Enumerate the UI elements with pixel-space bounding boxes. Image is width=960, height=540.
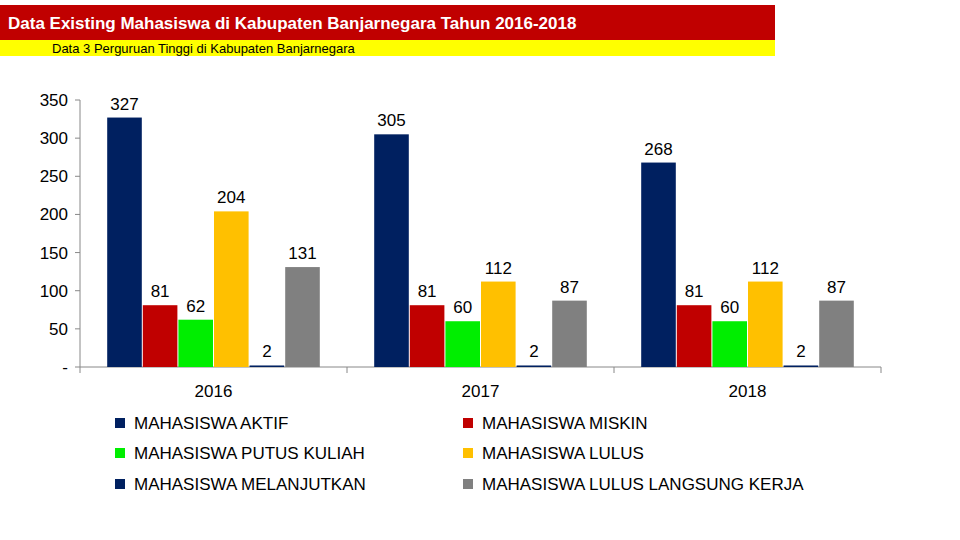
data-label: 2 bbox=[529, 342, 538, 361]
bar bbox=[552, 301, 587, 367]
bar bbox=[143, 305, 178, 367]
y-tick bbox=[75, 367, 80, 368]
legend-swatch bbox=[463, 418, 473, 428]
y-axis bbox=[80, 100, 81, 367]
data-label: 81 bbox=[151, 282, 170, 301]
x-tick bbox=[80, 367, 81, 373]
subtitle: Data 3 Perguruan Tinggi di Kabupaten Ban… bbox=[52, 41, 356, 56]
bar bbox=[784, 365, 819, 367]
y-tick-label: 300 bbox=[40, 129, 68, 148]
data-label: 305 bbox=[377, 111, 405, 130]
y-tick-label: 350 bbox=[40, 91, 68, 110]
y-tick bbox=[75, 138, 80, 139]
legend-label: MAHASISWA LULUS bbox=[482, 444, 644, 463]
subtitle-bar bbox=[0, 40, 775, 56]
data-label: 87 bbox=[827, 278, 846, 297]
y-tick bbox=[75, 176, 80, 177]
legend-label: MAHASISWA LULUS LANGSUNG KERJA bbox=[482, 475, 804, 494]
bar bbox=[410, 305, 445, 367]
data-label: 60 bbox=[453, 298, 472, 317]
y-tick-label: 200 bbox=[40, 205, 68, 224]
x-tick-label: 2016 bbox=[195, 382, 233, 401]
x-tick-label: 2018 bbox=[729, 382, 767, 401]
y-tick bbox=[75, 214, 80, 215]
y-tick-label: 100 bbox=[40, 282, 68, 301]
data-label: 62 bbox=[186, 297, 205, 316]
legend: MAHASISWA AKTIF MAHASISWA MISKIN MAHASISWA… bbox=[115, 414, 804, 494]
bar bbox=[819, 301, 854, 367]
x-tick bbox=[614, 367, 615, 373]
bar bbox=[517, 365, 552, 367]
bar bbox=[214, 211, 249, 367]
y-tick-label: 250 bbox=[40, 167, 68, 186]
data-label: 268 bbox=[644, 140, 672, 159]
title-bar bbox=[0, 5, 775, 40]
data-label: 87 bbox=[560, 278, 579, 297]
bars bbox=[107, 118, 854, 367]
y-tick bbox=[75, 252, 80, 253]
y-tick bbox=[75, 290, 80, 291]
data-label: 327 bbox=[110, 95, 138, 114]
page: {"chart_data": { "type": "bar", "title":… bbox=[0, 0, 960, 540]
bar bbox=[712, 321, 747, 367]
data-label: 112 bbox=[752, 259, 779, 278]
bar bbox=[107, 118, 142, 367]
legend-label: MAHASISWA PUTUS KULIAH bbox=[134, 444, 365, 463]
legend-swatch bbox=[115, 479, 125, 489]
bar bbox=[445, 321, 480, 367]
data-label: 81 bbox=[418, 282, 437, 301]
chart: Data Existing Mahasiswa di Kabupaten Ban… bbox=[0, 0, 960, 540]
data-label: 204 bbox=[217, 188, 245, 207]
x-tick bbox=[881, 367, 882, 373]
y-tick-label: - bbox=[62, 358, 68, 377]
bar bbox=[285, 267, 320, 367]
data-label: 2 bbox=[796, 342, 805, 361]
bar bbox=[374, 134, 409, 367]
y-tick bbox=[75, 100, 80, 101]
legend-label: MAHASISWA AKTIF bbox=[134, 414, 288, 433]
data-label: 60 bbox=[720, 298, 739, 317]
data-label: 2 bbox=[262, 342, 271, 361]
x-tick-label: 2017 bbox=[462, 382, 500, 401]
bar bbox=[178, 320, 213, 367]
y-tick-label: 50 bbox=[49, 320, 68, 339]
legend-swatch bbox=[115, 418, 125, 428]
legend-swatch bbox=[115, 448, 125, 458]
x-tick bbox=[347, 367, 348, 373]
data-label: 131 bbox=[288, 244, 316, 263]
legend-label: MAHASISWA MISKIN bbox=[482, 414, 648, 433]
bar bbox=[677, 305, 712, 367]
legend-swatch bbox=[463, 479, 473, 489]
title: Data Existing Mahasiswa di Kabupaten Ban… bbox=[8, 14, 576, 33]
bar bbox=[481, 282, 516, 367]
bar bbox=[748, 282, 783, 367]
legend-label: MAHASISWA MELANJUTKAN bbox=[134, 475, 366, 494]
bar bbox=[641, 163, 676, 367]
y-tick-label: 150 bbox=[40, 244, 68, 263]
legend-swatch bbox=[463, 448, 473, 458]
y-tick bbox=[75, 328, 80, 329]
data-label: 81 bbox=[685, 282, 704, 301]
data-label: 112 bbox=[485, 259, 512, 278]
bar bbox=[250, 365, 285, 367]
